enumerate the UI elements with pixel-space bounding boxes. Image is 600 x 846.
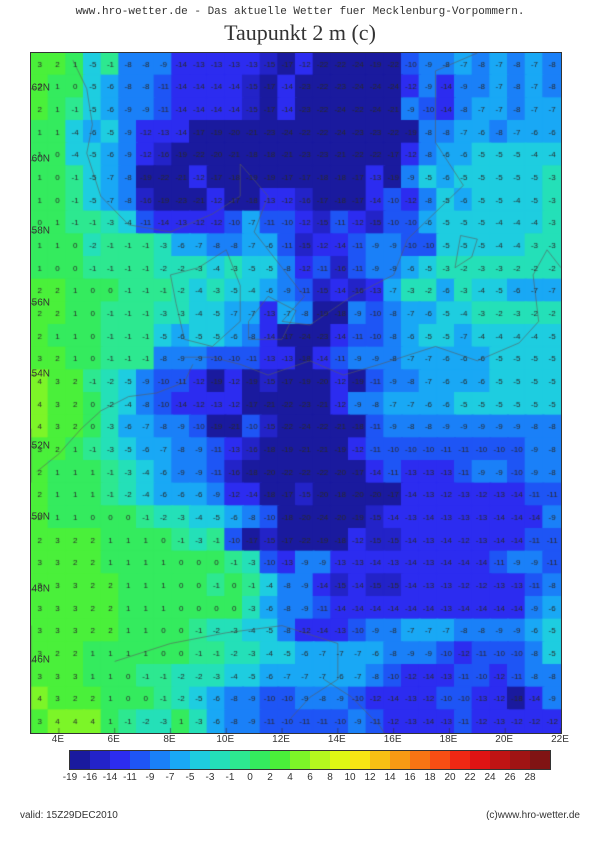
x-tick: 8E [163,734,175,745]
colorbar-swatch [530,751,550,769]
y-tick: 54N [20,369,50,380]
colorbar-label: 18 [424,772,435,783]
x-tick: 20E [495,734,513,745]
colorbar-label: -11 [123,772,137,783]
colorbar-swatch [430,751,450,769]
colorbar-label: 14 [384,772,395,783]
colorbar-label: 10 [344,772,355,783]
colorbar-swatch [350,751,370,769]
colorbar-label: -19 [63,772,77,783]
colorbar-label: 26 [504,772,515,783]
x-tick: 22E [551,734,569,745]
colorbar-label: 20 [444,772,455,783]
colorbar-label: 4 [287,772,293,783]
colorbar-swatch [370,751,390,769]
colorbar-label: 12 [364,772,375,783]
colorbar-swatch [510,751,530,769]
colorbar-swatch [90,751,110,769]
colorbar-swatch [390,751,410,769]
colorbar-swatch [250,751,270,769]
colorbar-label: 0 [247,772,253,783]
colorbar-swatch [470,751,490,769]
colorbar-label: 22 [464,772,475,783]
colorbar-label: -3 [206,772,215,783]
colorbar-swatch [190,751,210,769]
colorbar-swatch [230,751,250,769]
colorbar-label: 2 [267,772,273,783]
footer: valid: 15Z29DEC2010 (c)www.hro-wetter.de [0,810,600,821]
colorbar-label: -16 [83,772,97,783]
colorbar-swatch [410,751,430,769]
colorbar-swatch [310,751,330,769]
colorbar-label: -5 [186,772,195,783]
colorbar-swatch [450,751,470,769]
colorbar-swatch [110,751,130,769]
colorbar-label: 28 [524,772,535,783]
colorbar-label: -9 [146,772,155,783]
y-tick: 48N [20,583,50,594]
y-tick: 62N [20,82,50,93]
y-tick: 50N [20,512,50,523]
colorbar: -19-16-14-11-9-7-5-3-1024681012141618202… [40,750,580,810]
colorbar-label: 6 [307,772,313,783]
x-tick: 12E [272,734,290,745]
x-tick: 14E [328,734,346,745]
colorbar-label: -7 [166,772,175,783]
x-tick: 18E [440,734,458,745]
colorbar-label: 8 [327,772,333,783]
colorbar-label: 24 [484,772,495,783]
colorbar-swatch [290,751,310,769]
y-tick: 46N [20,655,50,666]
map-plot: 46N48N50N52N54N56N58N60N62N4E6E8E10E12E1… [30,52,590,732]
x-tick: 16E [384,734,402,745]
colorbar-swatch [70,751,90,769]
colorbar-swatch [210,751,230,769]
copyright: (c)www.hro-wetter.de [486,810,580,821]
y-tick: 52N [20,440,50,451]
valid-time: valid: 15Z29DEC2010 [20,810,118,821]
colorbar-label: -1 [226,772,235,783]
x-tick: 10E [216,734,234,745]
colorbar-swatch [150,751,170,769]
colorbar-swatch [330,751,350,769]
y-tick: 60N [20,154,50,165]
header-text: www.hro-wetter.de - Das aktuelle Wetter … [0,6,600,18]
colorbar-label: -14 [103,772,117,783]
colorbar-swatch [490,751,510,769]
colorbar-swatch [130,751,150,769]
y-tick: 58N [20,225,50,236]
chart-title: Taupunkt 2 m (c) [0,20,600,46]
x-tick: 4E [52,734,64,745]
colorbar-label: 16 [404,772,415,783]
map-canvas [30,52,562,734]
colorbar-swatch [170,751,190,769]
y-tick: 56N [20,297,50,308]
colorbar-swatch [270,751,290,769]
x-tick: 6E [108,734,120,745]
